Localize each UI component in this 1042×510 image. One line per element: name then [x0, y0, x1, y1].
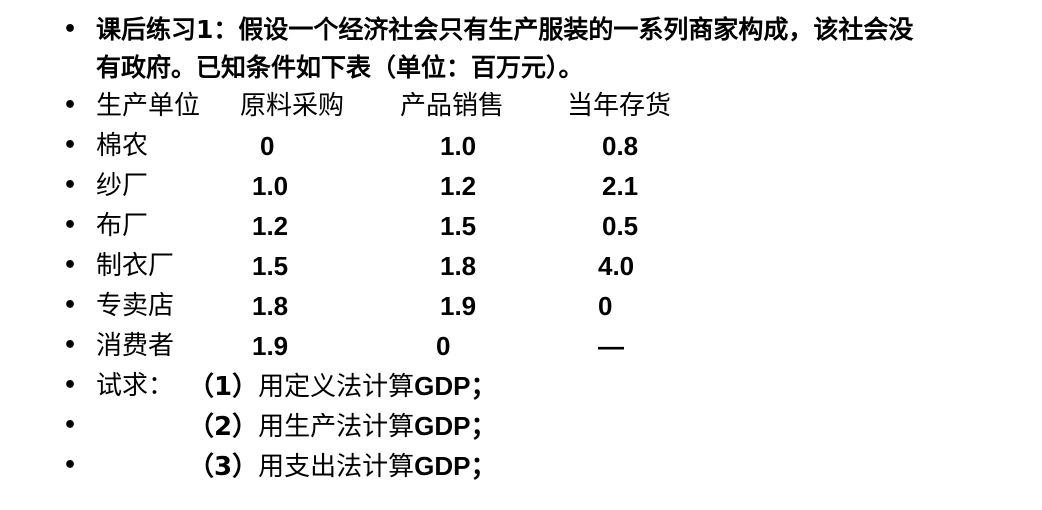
question-line: • （2）用生产法计算GDP；	[0, 406, 1042, 446]
row-sales: 1.2	[440, 171, 477, 201]
row-purchase: 1.5	[252, 251, 289, 281]
row-purchase: 0	[260, 131, 275, 161]
question-abbr: GDP	[414, 411, 471, 441]
row-producer: 制衣厂	[96, 251, 175, 281]
row-producer: 棉农	[96, 131, 149, 161]
bullet-icon: •	[63, 373, 78, 398]
question-number: （1）	[188, 372, 259, 402]
bullet-icon: •	[63, 213, 78, 238]
question-prefix: 试求：	[96, 371, 175, 401]
row-purchase: 1.2	[252, 211, 289, 241]
row-sales: 1.9	[440, 291, 477, 321]
question-abbr: GDP	[414, 451, 471, 481]
row-producer: 布厂	[96, 211, 149, 241]
question-item: （2）用生产法计算GDP；	[188, 406, 496, 447]
bullet-icon: •	[63, 453, 78, 478]
bullet-icon: •	[63, 413, 78, 438]
bullet-icon: •	[63, 173, 78, 198]
question-tail: ；	[470, 452, 497, 482]
intro-line-1: • 课后练习1：假设一个经济社会只有生产服装的一系列商家构成，该社会没	[0, 10, 1042, 50]
question-item: （3）用支出法计算GDP；	[188, 446, 496, 487]
row-producer: 专卖店	[96, 291, 175, 321]
intro-line-2: 有政府。已知条件如下表（单位：百万元）。	[0, 48, 1042, 88]
header-producer: 生产单位	[96, 91, 201, 121]
header-inventory: 当年存货	[567, 91, 672, 121]
question-abbr: GDP	[414, 371, 471, 401]
row-sales: 1.5	[440, 211, 477, 241]
row-purchase: 1.0	[252, 171, 289, 201]
bullet-icon: •	[63, 17, 78, 42]
question-text: 用定义法计算	[258, 372, 415, 402]
row-inventory: 0.8	[602, 131, 639, 161]
bullet-icon: •	[63, 133, 78, 158]
question-text: 用支出法计算	[258, 452, 415, 482]
row-sales: 0	[436, 331, 451, 361]
bullet-icon: •	[63, 293, 78, 318]
question-number: （3）	[188, 452, 259, 482]
table-row: • 专卖店 1.8 1.9 0	[0, 286, 1042, 326]
question-item: （1）用定义法计算GDP；	[188, 366, 496, 407]
row-purchase: 1.9	[252, 331, 289, 361]
question-line: • （3）用支出法计算GDP；	[0, 446, 1042, 486]
row-inventory: 0.5	[602, 211, 639, 241]
intro-text-2: 有政府。已知条件如下表（单位：百万元）。	[96, 53, 584, 82]
bullet-icon: •	[63, 253, 78, 278]
row-inventory: 4.0	[598, 251, 635, 281]
table-row: • 棉农 0 1.0 0.8	[0, 126, 1042, 166]
row-inventory: 2.1	[602, 171, 639, 201]
row-producer: 消费者	[96, 331, 175, 361]
row-inventory: 0	[598, 291, 613, 321]
question-tail: ；	[470, 412, 497, 442]
bullet-icon: •	[63, 333, 78, 358]
table-row: • 制衣厂 1.5 1.8 4.0	[0, 246, 1042, 286]
question-line: • 试求： （1）用定义法计算GDP；	[0, 366, 1042, 406]
table-row: • 消费者 1.9 0 —	[0, 326, 1042, 366]
table-row: • 布厂 1.2 1.5 0.5	[0, 206, 1042, 246]
bullet-icon: •	[63, 93, 78, 118]
row-purchase: 1.8	[252, 291, 289, 321]
header-purchase: 原料采购	[240, 91, 345, 121]
row-producer: 纱厂	[96, 171, 149, 201]
question-text: 用生产法计算	[258, 412, 415, 442]
question-number: （2）	[188, 412, 259, 442]
intro-text-1: 课后练习1：假设一个经济社会只有生产服装的一系列商家构成，该社会没	[96, 15, 914, 44]
row-sales: 1.0	[440, 131, 477, 161]
table-header-row: • 生产单位 原料采购 产品销售 当年存货	[0, 86, 1042, 126]
table-row: • 纱厂 1.0 1.2 2.1	[0, 166, 1042, 206]
header-sales: 产品销售	[400, 91, 505, 121]
row-inventory: —	[598, 331, 624, 361]
row-sales: 1.8	[440, 251, 477, 281]
question-tail: ；	[470, 372, 497, 402]
